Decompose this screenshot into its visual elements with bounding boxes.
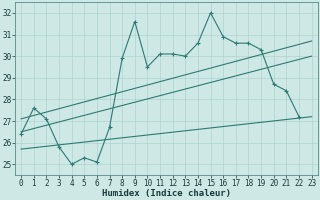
X-axis label: Humidex (Indice chaleur): Humidex (Indice chaleur) (102, 189, 231, 198)
